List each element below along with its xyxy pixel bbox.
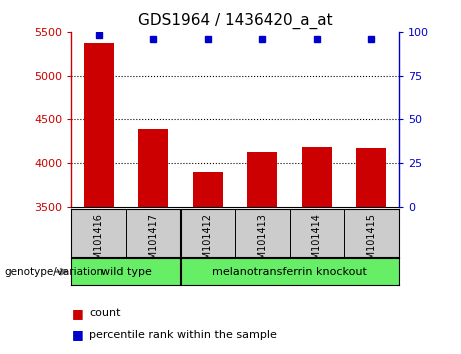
Bar: [302, 147, 332, 207]
Title: GDS1964 / 1436420_a_at: GDS1964 / 1436420_a_at: [138, 13, 332, 29]
Bar: [138, 129, 168, 207]
Text: melanotransferrin knockout: melanotransferrin knockout: [212, 267, 367, 277]
Text: genotype/variation: genotype/variation: [5, 267, 104, 277]
Text: GSM101415: GSM101415: [366, 213, 377, 272]
Text: GSM101414: GSM101414: [312, 213, 322, 272]
Text: wild type: wild type: [100, 267, 152, 277]
Bar: [356, 148, 386, 207]
Text: GSM101417: GSM101417: [148, 213, 158, 272]
Bar: [193, 172, 223, 207]
Text: GSM101413: GSM101413: [257, 213, 267, 272]
Bar: [248, 152, 278, 207]
Text: GSM101412: GSM101412: [203, 213, 213, 272]
Text: GSM101416: GSM101416: [94, 213, 104, 272]
Text: ■: ■: [71, 307, 83, 320]
Text: percentile rank within the sample: percentile rank within the sample: [89, 330, 277, 339]
Text: count: count: [89, 308, 120, 318]
Text: ■: ■: [71, 328, 83, 341]
Bar: [84, 43, 114, 207]
